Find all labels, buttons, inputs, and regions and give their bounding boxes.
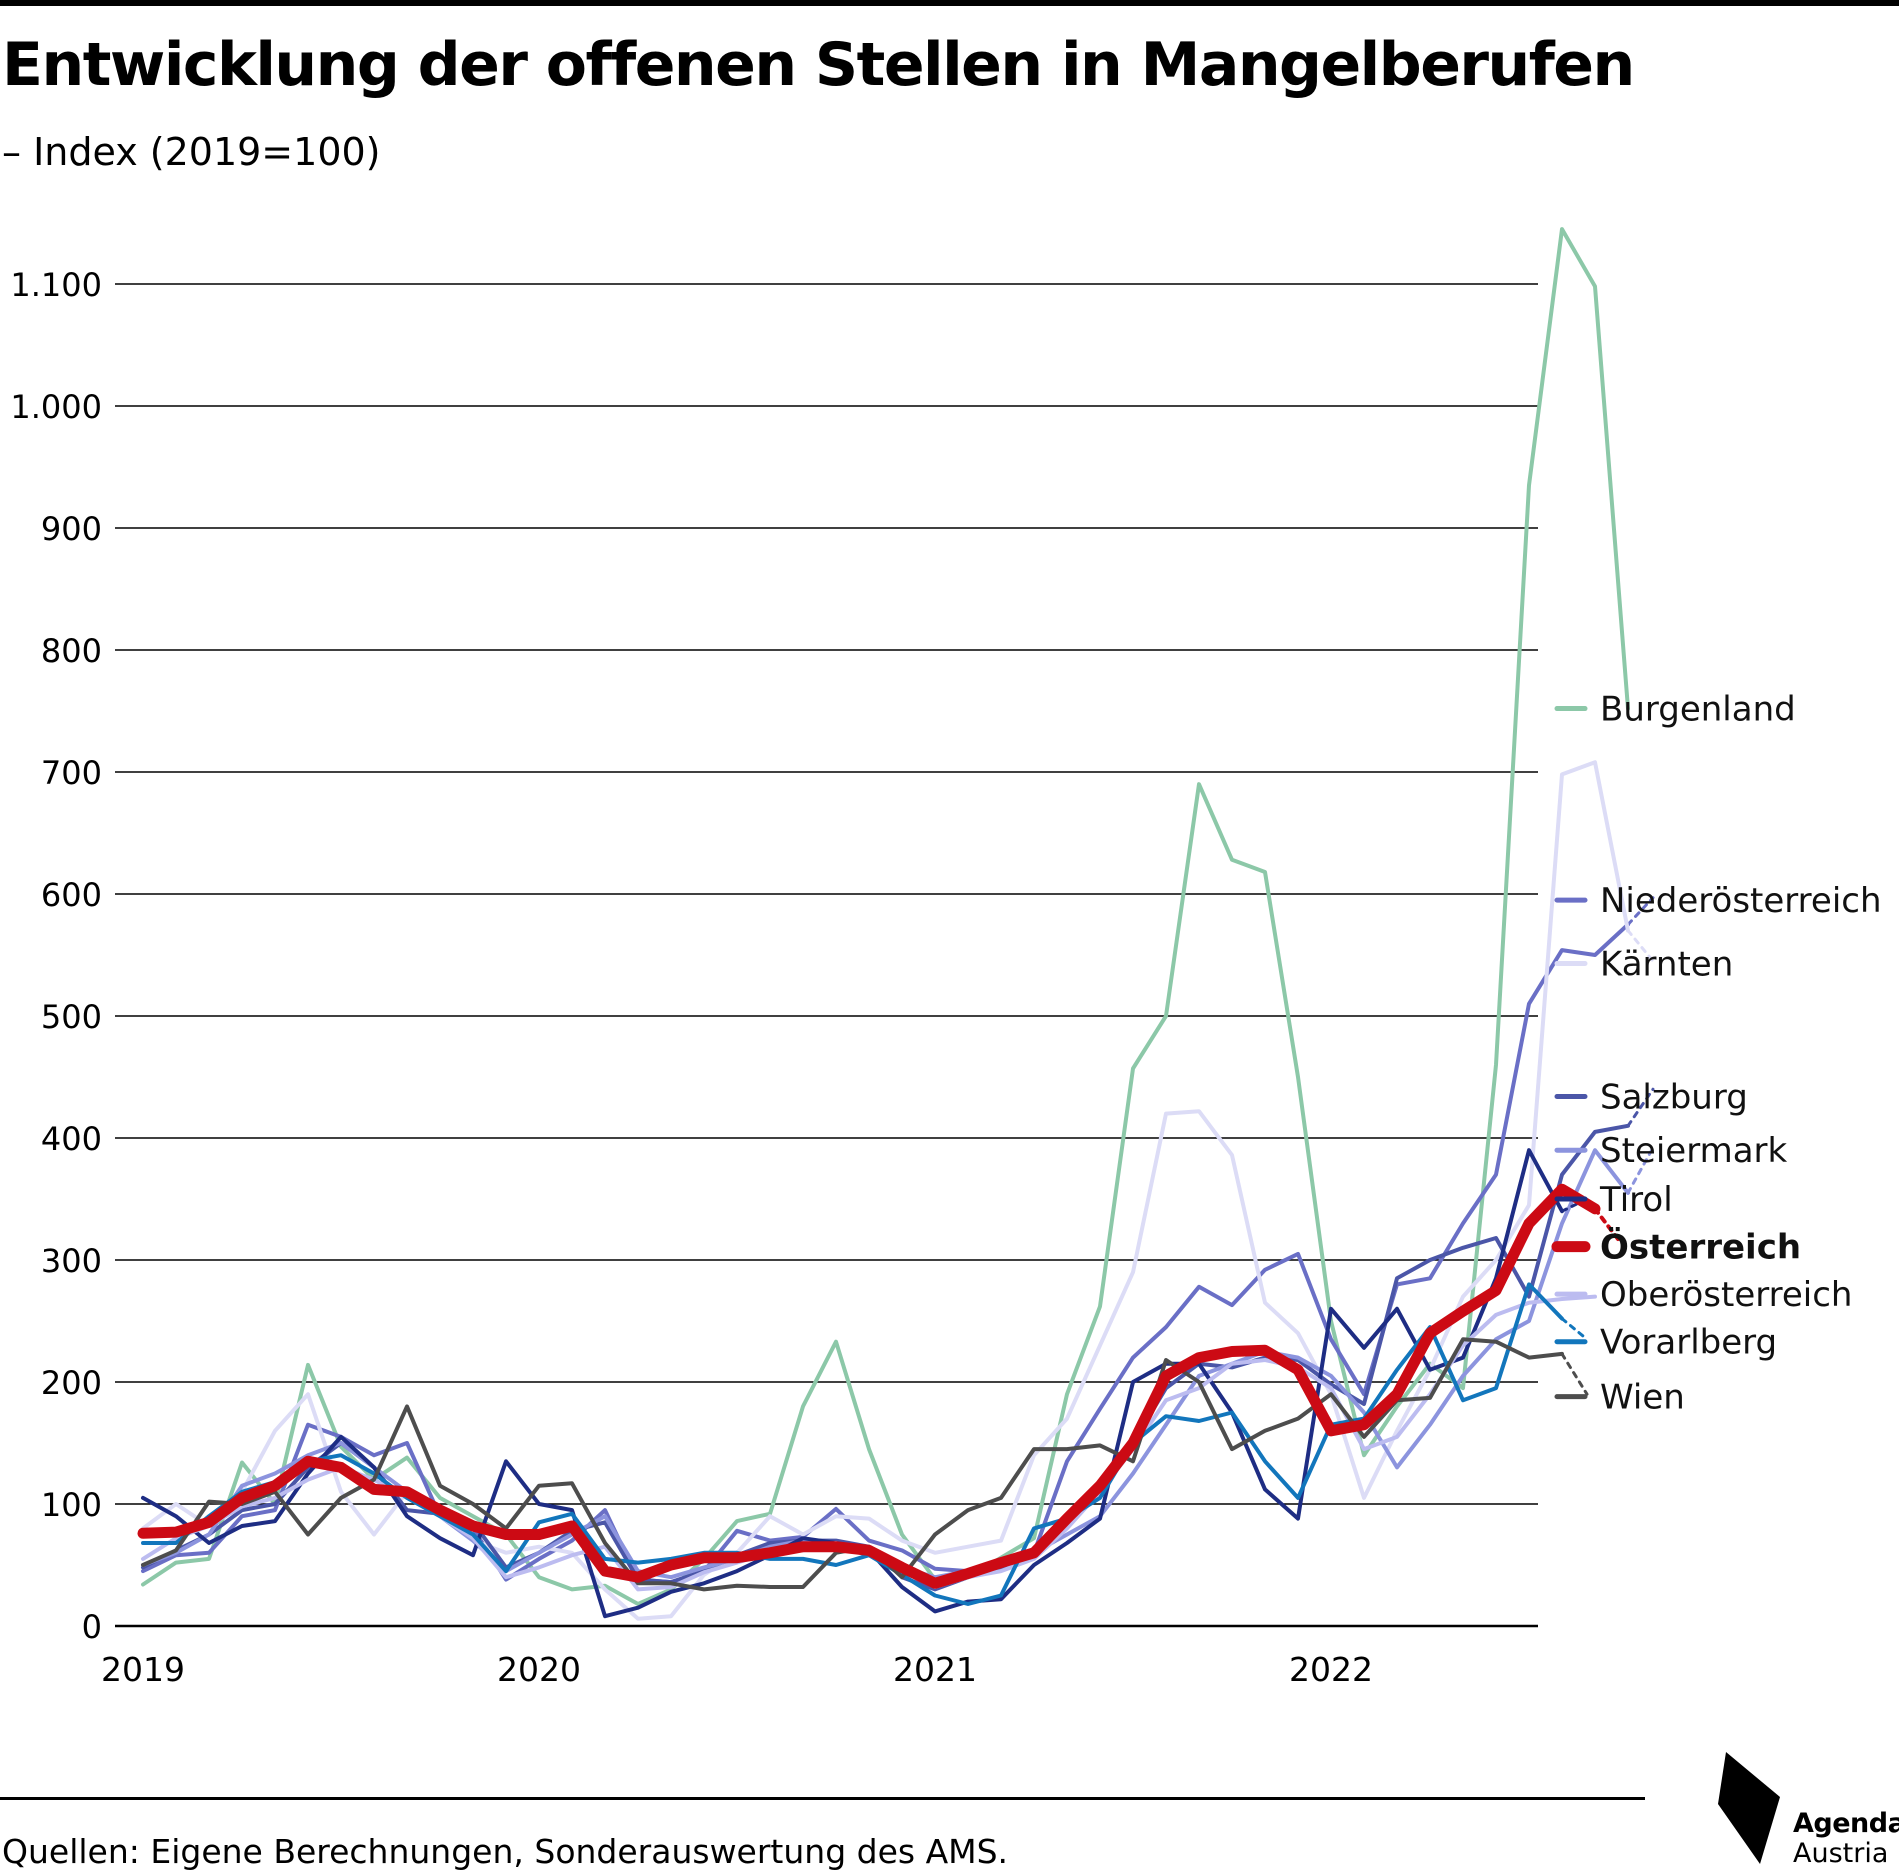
legend-label: Salzburg — [1600, 1078, 1748, 1118]
y-tick-label: 700 — [41, 754, 102, 792]
chart-title: Entwicklung der offenen Stellen in Mange… — [2, 30, 1635, 100]
series-projection — [1626, 929, 1655, 963]
legend-label: Tirol — [1599, 1180, 1673, 1220]
series-line — [141, 227, 1630, 1606]
series-projection — [1626, 896, 1655, 926]
logo-line-2: Austria — [1793, 1838, 1889, 1869]
line-chart: 0 100 200 300 400 500 600 700 800 900 1.000 1.100 20… — [10, 227, 1882, 1689]
y-tick-label: 800 — [41, 632, 102, 670]
y-tick-label: 1.000 — [10, 388, 102, 426]
logo-line-1: Agenda — [1793, 1808, 1899, 1839]
legend-label: Oberösterreich — [1600, 1275, 1852, 1315]
x-tick-label: 2022 — [1289, 1650, 1373, 1689]
chart-subtitle: – Index (2019=100) — [2, 130, 381, 174]
agenda-austria-logo — [1718, 1752, 1780, 1864]
series-projection — [1560, 1352, 1589, 1396]
y-tick-label: 100 — [41, 1486, 102, 1524]
series-line — [137, 1183, 1601, 1589]
y-tick-label: 500 — [41, 998, 102, 1036]
series-line — [141, 1282, 1564, 1606]
x-tick-label: 2020 — [497, 1650, 581, 1689]
y-tick-label: 200 — [41, 1364, 102, 1402]
y-tick-label: 400 — [41, 1120, 102, 1158]
legend-label: Österreich — [1600, 1227, 1801, 1268]
top-rule — [0, 0, 1899, 6]
series-projection — [1626, 1087, 1655, 1128]
legend-label: Vorarlberg — [1600, 1323, 1777, 1363]
series-line — [141, 760, 1630, 1621]
y-tick-label: 1.100 — [10, 266, 102, 304]
legend-label: Burgenland — [1600, 690, 1796, 730]
series-projection — [1560, 1317, 1589, 1341]
y-tick-label: 900 — [41, 510, 102, 548]
legend-label: Niederösterreich — [1600, 881, 1882, 921]
x-tick-label: 2019 — [101, 1650, 185, 1689]
source-note: Quellen: Eigene Berechnungen, Sonderausw… — [2, 1832, 1009, 1871]
legend-label: Kärnten — [1600, 945, 1733, 985]
series-line — [141, 1148, 1630, 1580]
y-tick-label: 300 — [41, 1242, 102, 1280]
y-tick-label: 600 — [41, 876, 102, 914]
legend-label: Wien — [1600, 1378, 1685, 1418]
series-projection — [1626, 1146, 1655, 1195]
footer-rule — [0, 1797, 1645, 1800]
legend-label: Steiermark — [1600, 1131, 1788, 1171]
y-tick-label: 0 — [82, 1608, 102, 1646]
series-projection — [1593, 1206, 1622, 1244]
x-tick-label: 2021 — [893, 1650, 977, 1689]
